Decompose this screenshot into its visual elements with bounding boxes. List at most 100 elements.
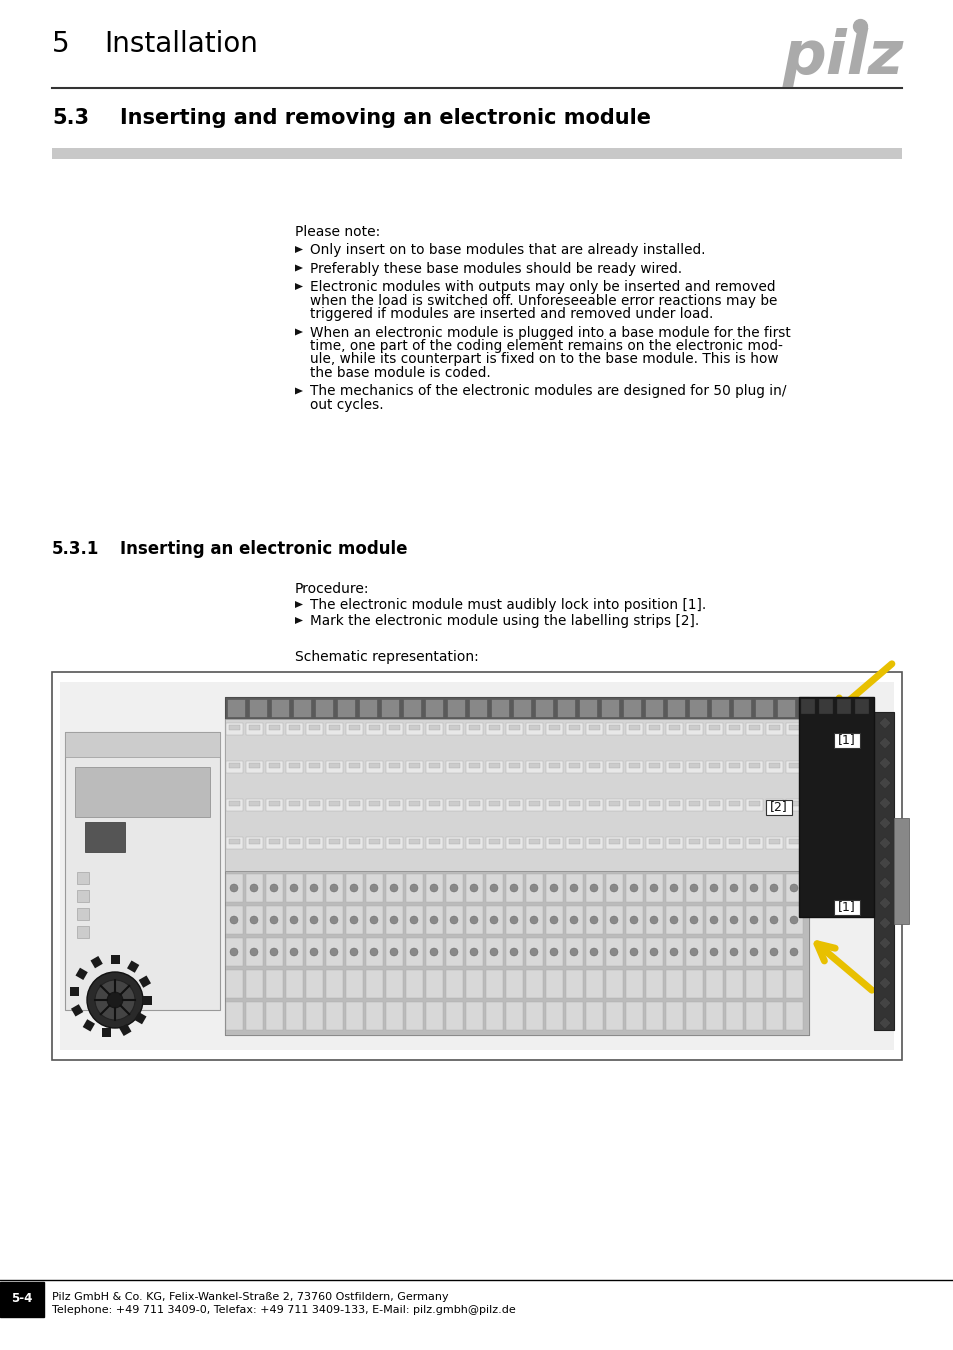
Bar xyxy=(246,1002,263,1030)
Bar xyxy=(745,938,762,967)
Bar xyxy=(286,1002,303,1030)
Polygon shape xyxy=(878,778,890,788)
Bar xyxy=(75,767,210,817)
Bar xyxy=(386,837,402,849)
Circle shape xyxy=(95,980,135,1021)
Bar xyxy=(489,725,499,730)
Bar xyxy=(289,763,299,768)
Bar xyxy=(266,971,283,998)
Circle shape xyxy=(709,884,718,892)
Bar xyxy=(465,837,482,849)
Bar xyxy=(836,699,850,714)
Bar xyxy=(266,873,283,902)
Text: 5-4: 5-4 xyxy=(11,1292,32,1305)
Bar xyxy=(585,724,602,734)
Bar xyxy=(505,724,522,734)
Bar xyxy=(710,699,728,717)
Bar xyxy=(52,672,901,1060)
Bar xyxy=(246,837,263,849)
Bar xyxy=(565,971,582,998)
Bar xyxy=(565,1002,582,1030)
Bar xyxy=(306,761,323,774)
Bar xyxy=(77,890,89,902)
Circle shape xyxy=(350,884,357,892)
Bar xyxy=(326,761,343,774)
Bar xyxy=(605,906,622,934)
Bar xyxy=(485,1002,502,1030)
Bar xyxy=(71,1004,83,1017)
Bar xyxy=(745,799,762,811)
Text: when the load is switched off. Unforeseeable error reactions may be: when the load is switched off. Unforesee… xyxy=(310,293,777,308)
Bar xyxy=(605,873,622,902)
Bar xyxy=(266,799,283,811)
Bar xyxy=(426,761,442,774)
Bar xyxy=(60,682,893,1050)
Bar xyxy=(785,873,802,902)
Bar xyxy=(489,838,499,844)
Bar xyxy=(246,724,263,734)
Bar xyxy=(406,873,422,902)
Bar xyxy=(286,761,303,774)
Polygon shape xyxy=(878,998,890,1008)
Bar xyxy=(628,763,639,768)
Bar xyxy=(429,838,439,844)
Bar xyxy=(329,725,339,730)
Bar xyxy=(306,1002,323,1030)
Bar xyxy=(688,725,700,730)
Circle shape xyxy=(370,884,377,892)
Bar xyxy=(225,720,808,871)
Polygon shape xyxy=(878,1017,890,1029)
Circle shape xyxy=(310,917,317,923)
Text: Inserting an electronic module: Inserting an electronic module xyxy=(120,540,407,558)
Bar xyxy=(465,1002,482,1030)
Bar xyxy=(545,938,562,967)
Bar xyxy=(409,838,419,844)
Bar xyxy=(725,938,742,967)
Bar xyxy=(77,909,89,919)
Circle shape xyxy=(609,948,618,956)
Bar xyxy=(745,873,762,902)
Bar xyxy=(688,838,700,844)
Bar xyxy=(785,971,802,998)
Bar xyxy=(565,724,582,734)
Text: triggered if modules are inserted and removed under load.: triggered if modules are inserted and re… xyxy=(310,306,713,321)
Bar xyxy=(509,725,519,730)
Bar xyxy=(788,725,800,730)
Bar xyxy=(358,699,376,717)
Bar xyxy=(143,996,152,1004)
Bar xyxy=(225,697,808,1035)
Bar xyxy=(485,938,502,967)
Circle shape xyxy=(230,884,237,892)
Bar xyxy=(449,763,459,768)
Circle shape xyxy=(430,948,437,956)
Bar xyxy=(525,799,542,811)
Circle shape xyxy=(729,948,738,956)
Bar xyxy=(605,837,622,849)
Bar xyxy=(449,838,459,844)
Bar xyxy=(306,837,323,849)
Bar xyxy=(249,838,260,844)
Bar xyxy=(688,699,706,717)
Bar xyxy=(525,837,542,849)
Bar xyxy=(226,971,243,998)
Bar xyxy=(426,1002,442,1030)
Bar xyxy=(509,801,519,806)
Bar xyxy=(748,763,760,768)
Bar xyxy=(119,1023,132,1035)
Bar xyxy=(608,725,619,730)
Bar xyxy=(366,724,382,734)
Circle shape xyxy=(569,917,578,923)
Bar xyxy=(226,906,243,934)
Bar xyxy=(485,971,502,998)
Bar xyxy=(229,763,240,768)
Bar xyxy=(289,725,299,730)
Bar xyxy=(628,725,639,730)
Bar xyxy=(565,761,582,774)
Bar xyxy=(625,906,642,934)
Circle shape xyxy=(290,948,297,956)
Bar xyxy=(225,697,808,720)
Polygon shape xyxy=(878,737,890,749)
Bar xyxy=(326,1002,343,1030)
Bar xyxy=(286,938,303,967)
Bar xyxy=(465,906,482,934)
